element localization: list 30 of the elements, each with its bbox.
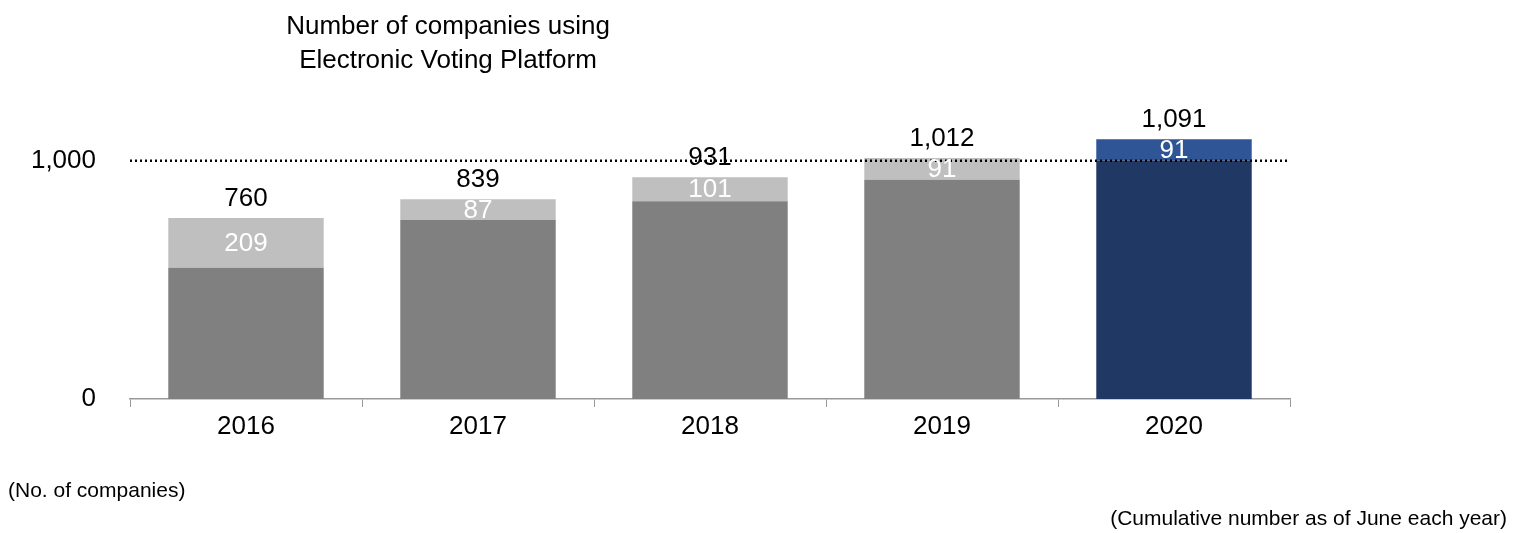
x-tick-label: 2016 bbox=[217, 409, 275, 440]
bar bbox=[400, 219, 556, 399]
total-label: 931 bbox=[688, 141, 732, 172]
bar bbox=[168, 217, 324, 268]
bar bbox=[1096, 160, 1252, 399]
x-tick-label: 2019 bbox=[913, 409, 971, 440]
data-label: 101 bbox=[688, 173, 732, 204]
total-label: 1,012 bbox=[909, 122, 975, 153]
bar bbox=[400, 199, 556, 220]
data-label: 209 bbox=[224, 227, 268, 258]
bar bbox=[1096, 139, 1252, 161]
bar bbox=[632, 201, 788, 399]
chart-title: Number of companies using Electronic Voting Platform bbox=[285, 9, 611, 76]
text: (Cumulative number as of June each year) bbox=[1110, 506, 1507, 530]
x-tick-label: 2017 bbox=[449, 409, 507, 440]
y-tick-label: 0 bbox=[81, 382, 96, 413]
text: (No. of companies) bbox=[8, 478, 186, 502]
x-tick-label: 2020 bbox=[1145, 409, 1203, 440]
y-tick-label: 1,000 bbox=[30, 143, 96, 174]
data-label: 91 bbox=[927, 152, 957, 183]
total-label: 839 bbox=[456, 163, 500, 194]
bar bbox=[632, 177, 788, 202]
total-label: 760 bbox=[224, 182, 268, 213]
total-label: 1,091 bbox=[1141, 103, 1207, 134]
x-tick-label: 2018 bbox=[681, 409, 739, 440]
bar bbox=[864, 157, 1020, 180]
bar bbox=[168, 267, 324, 399]
data-label: 87 bbox=[463, 193, 493, 224]
data-label: 91 bbox=[1159, 134, 1189, 165]
bar bbox=[864, 179, 1020, 399]
